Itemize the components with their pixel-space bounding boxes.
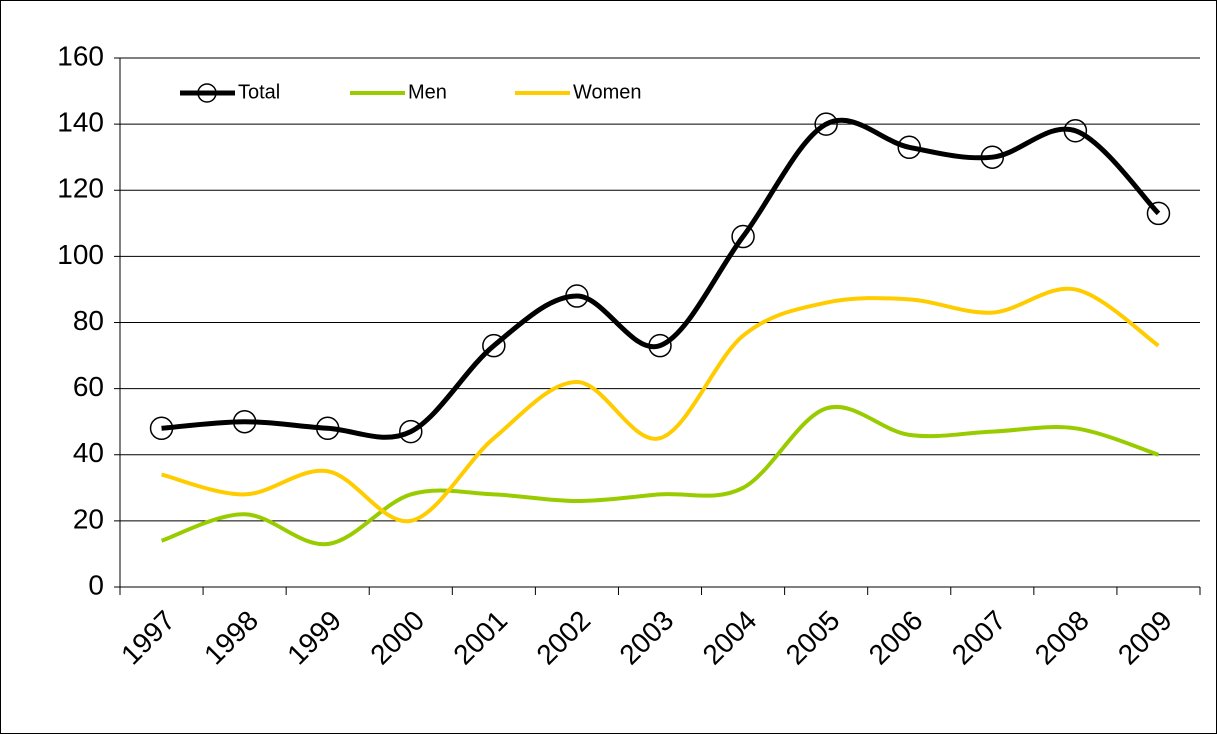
y-tick-label: 40: [73, 437, 104, 468]
marker: [731, 224, 755, 249]
y-tick-label: 100: [57, 239, 104, 270]
marker: [232, 409, 257, 434]
series-line: [160, 404, 1160, 547]
y-tick-label: 140: [57, 107, 104, 138]
marker: [814, 112, 838, 136]
marker: [482, 333, 506, 358]
marker: [1146, 201, 1171, 226]
marker: [897, 135, 921, 160]
marker: [980, 145, 1005, 169]
marker: [149, 416, 174, 441]
marker: [399, 419, 423, 444]
y-tick-label: 80: [73, 305, 104, 336]
y-tick-label: 20: [73, 503, 104, 534]
marker: [565, 284, 589, 308]
marker: [1063, 118, 1088, 143]
y-tick-label: 60: [73, 371, 104, 402]
y-tick-label: 120: [57, 173, 104, 204]
marker: [648, 333, 672, 358]
series-line: [161, 286, 1160, 524]
y-tick-label: 160: [57, 40, 104, 71]
legend-label: Women: [573, 81, 642, 103]
marker: [315, 416, 340, 441]
legend-label: Total: [238, 81, 280, 103]
legend-marker: [197, 83, 217, 103]
legend-label: Men: [408, 81, 447, 103]
y-tick-label: 0: [88, 569, 104, 600]
